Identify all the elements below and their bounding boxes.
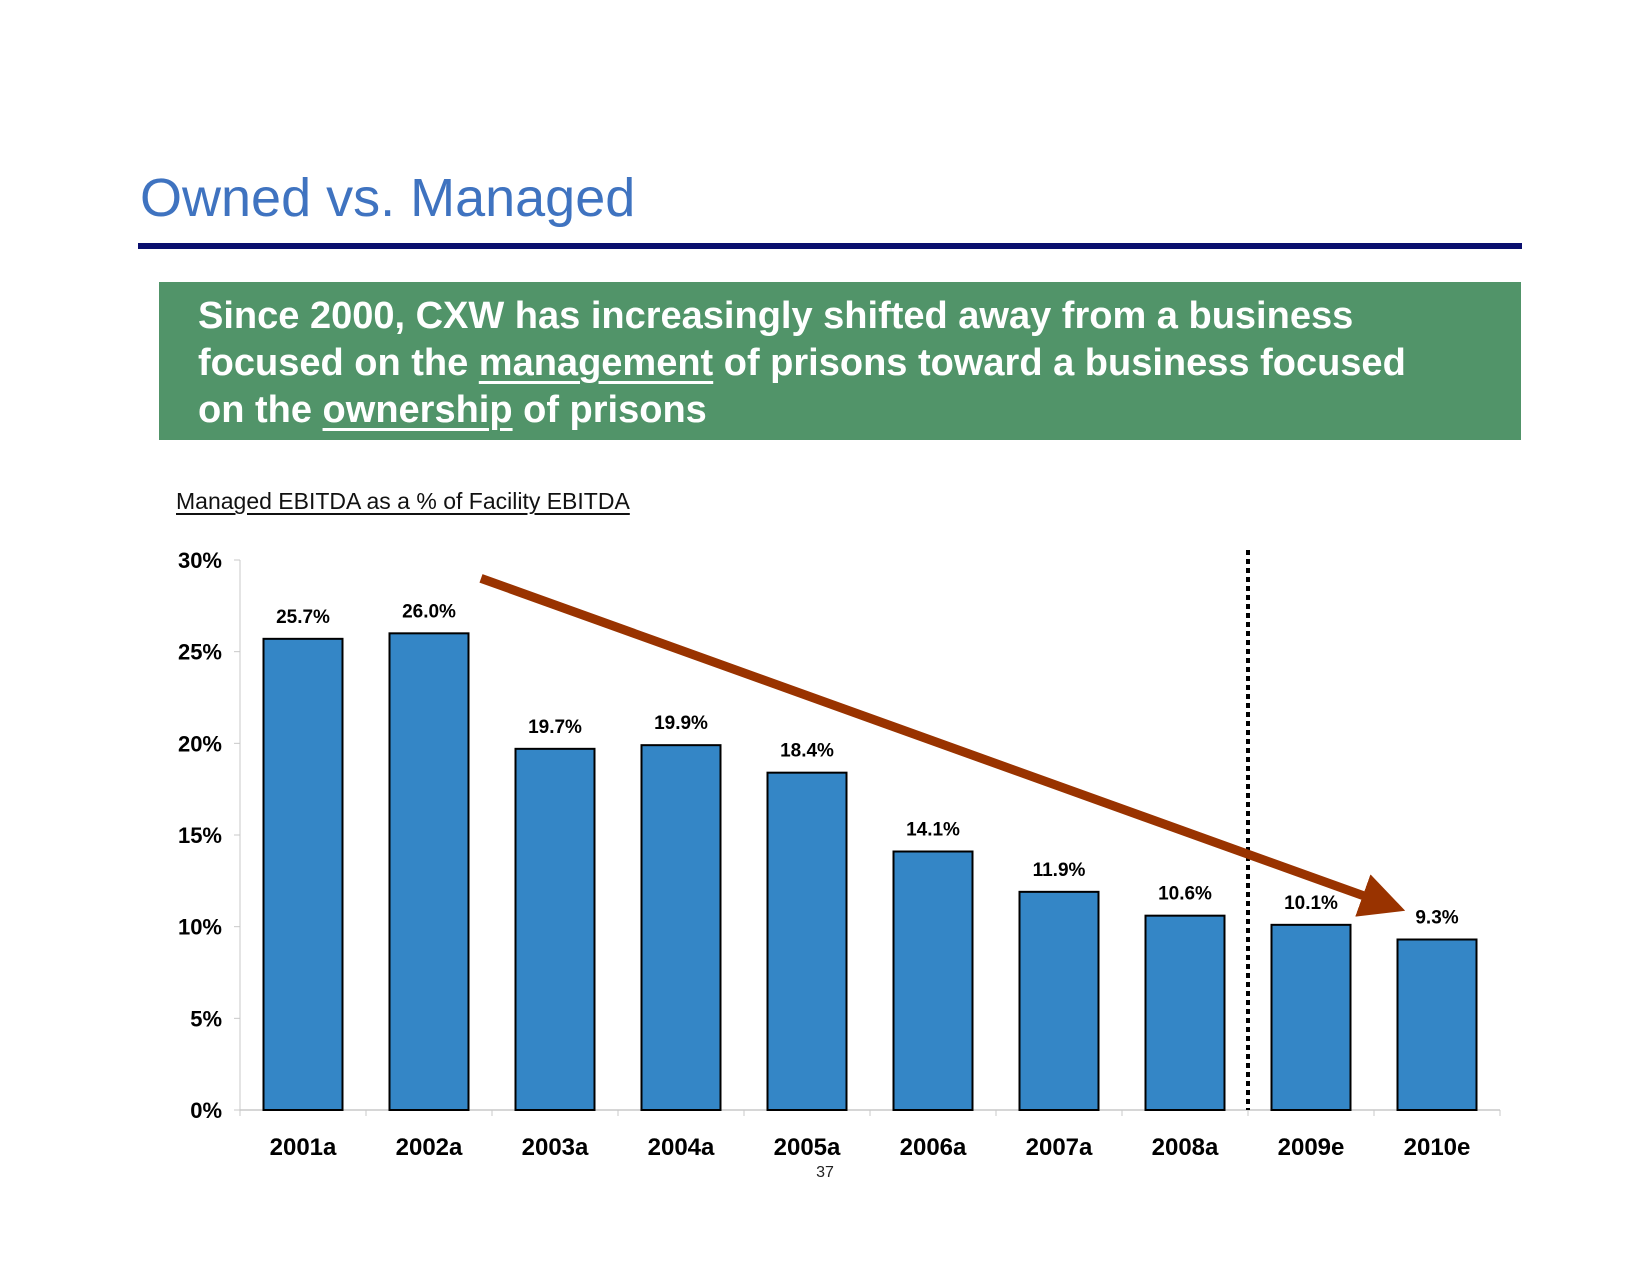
data-label-2007a: 11.9% <box>1033 860 1086 881</box>
bar-2001a <box>262 637 344 1111</box>
title-divider <box>138 243 1522 249</box>
bar-2007a <box>1018 890 1100 1111</box>
page-number: 37 <box>816 1164 834 1181</box>
bar-2009e <box>1270 923 1352 1111</box>
y-tick-label: 10% <box>178 915 222 940</box>
y-tick-label: 5% <box>190 1006 222 1031</box>
callout-line-1: Since 2000, CXW has increasingly shifted… <box>198 295 1354 337</box>
x-tick-label-2005a: 2005a <box>774 1134 841 1161</box>
x-tick-label-2006a: 2006a <box>900 1134 967 1161</box>
data-label-2001a: 25.7% <box>276 607 330 628</box>
x-tick-label-2002a: 2002a <box>396 1134 463 1161</box>
data-label-2005a: 18.4% <box>780 741 834 762</box>
callout-line-3-pre: on the <box>198 389 323 431</box>
data-label-2010e: 9.3% <box>1415 908 1458 929</box>
bar-2004a <box>640 744 722 1112</box>
x-tick-label-2009e: 2009e <box>1278 1134 1345 1161</box>
y-tick-label: 15% <box>178 823 222 848</box>
tick-labels: 0% 5% 10% 15% 20% 25% 30% 2001a 2002a 2003a 2004a 2… <box>178 548 1470 1161</box>
data-labels: 25.7% 26.0% 19.7% 19.9% 18.4% 14.1% 11.9% 10.6%… <box>276 601 1459 928</box>
bar-series <box>262 632 1478 1112</box>
bar-2003a <box>514 747 596 1111</box>
y-tick-label: 0% <box>190 1098 222 1123</box>
x-tick-label-2008a: 2008a <box>1152 1134 1219 1161</box>
page-title: Owned vs. Managed <box>140 168 636 228</box>
bar-2006a <box>892 850 974 1111</box>
callout-emphasis-ownership: ownership <box>322 389 513 431</box>
data-label-2003a: 19.7% <box>528 717 582 738</box>
x-tick-label-2010e: 2010e <box>1404 1134 1471 1161</box>
data-label-2008a: 10.6% <box>1158 884 1212 905</box>
y-tick-label: 30% <box>178 548 222 573</box>
bar-2002a <box>388 632 470 1111</box>
y-tick-label: 20% <box>178 731 222 756</box>
data-label-2006a: 14.1% <box>906 820 960 841</box>
bar-2008a <box>1144 914 1226 1112</box>
key-message-callout: Since 2000, CXW has increasingly shifted… <box>159 282 1521 440</box>
bar-2005a <box>766 771 848 1112</box>
bar-2010e <box>1396 938 1478 1111</box>
trend-arrow-icon <box>479 574 1406 917</box>
callout-line-3-post: of prisons <box>512 389 707 431</box>
callout-line-2-pre: focused on the <box>198 342 479 384</box>
data-label-2004a: 19.9% <box>654 713 708 734</box>
callout-line-2-post: of prisons toward a business focused <box>713 342 1406 384</box>
callout-text: Since 2000, CXW has increasingly shifted… <box>198 293 1491 434</box>
data-label-2009e: 10.1% <box>1284 893 1338 914</box>
data-label-2002a: 26.0% <box>402 601 456 622</box>
x-tick-label-2001a: 2001a <box>270 1134 337 1161</box>
x-tick-label-2004a: 2004a <box>648 1134 715 1161</box>
callout-emphasis-management: management <box>478 342 714 384</box>
x-tick-label-2003a: 2003a <box>522 1134 589 1161</box>
chart-title: Managed EBITDA as a % of Facility EBITDA <box>176 488 630 514</box>
x-tick-label-2007a: 2007a <box>1026 1134 1093 1161</box>
y-tick-label: 25% <box>178 640 222 665</box>
